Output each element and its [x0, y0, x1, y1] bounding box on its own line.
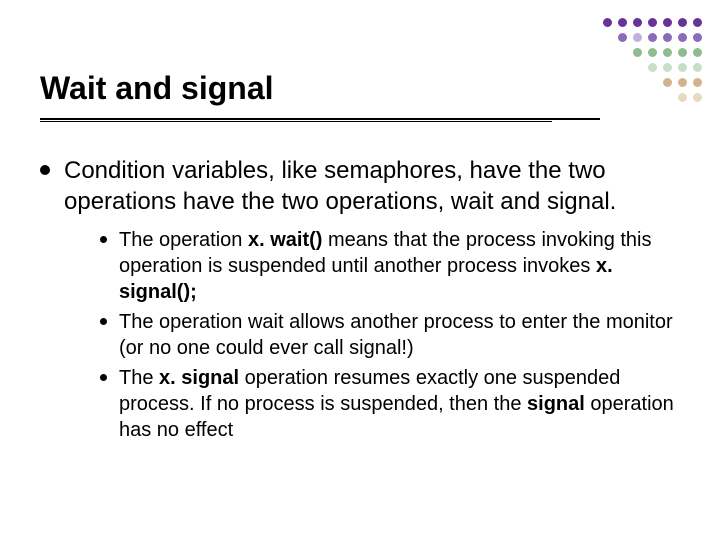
bullet-icon: [100, 318, 107, 325]
sub-bullet-list: The operation x. wait() means that the p…: [100, 227, 680, 443]
title-underline-inner: [40, 121, 552, 122]
slide-body: Condition variables, like semaphores, ha…: [40, 155, 680, 447]
bullet-icon: [100, 374, 107, 381]
bullet-text: The x. signal operation resumes exactly …: [119, 365, 680, 443]
bullet-text: The operation x. wait() means that the p…: [119, 227, 680, 305]
bullet-level2: The x. signal operation resumes exactly …: [100, 365, 680, 443]
bullet-level1: Condition variables, like semaphores, ha…: [40, 155, 680, 217]
title-underline-outer: [40, 118, 600, 120]
corner-dots-decoration: [603, 18, 702, 102]
bullet-text: Condition variables, like semaphores, ha…: [64, 155, 680, 217]
bullet-level2: The operation x. wait() means that the p…: [100, 227, 680, 305]
slide-title: Wait and signal: [40, 70, 274, 107]
bullet-level2: The operation wait allows another proces…: [100, 309, 680, 361]
bullet-icon: [40, 165, 50, 175]
bullet-icon: [100, 236, 107, 243]
bullet-text: The operation wait allows another proces…: [119, 309, 680, 361]
